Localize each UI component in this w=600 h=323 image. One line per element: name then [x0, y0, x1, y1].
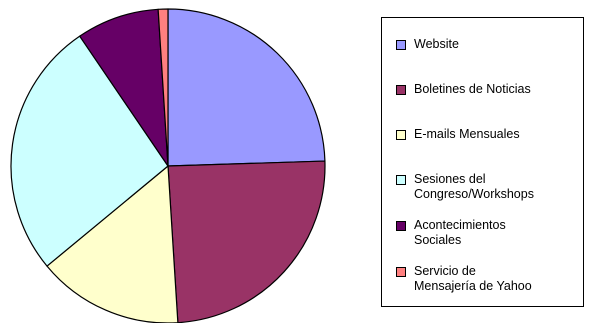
legend-item-1: Boletines de Noticias: [396, 82, 581, 97]
legend-swatch-0: [396, 40, 406, 50]
legend-item-0: Website: [396, 37, 581, 52]
pie-chart: [10, 8, 326, 323]
legend-item-2: E-mails Mensuales: [396, 127, 581, 142]
pie-slice-4: [79, 8, 169, 167]
legend-swatch-1: [396, 85, 406, 95]
legend-label-4: Acontecimientos Sociales: [414, 218, 506, 247]
pie-slice-0: [167, 8, 326, 167]
pie-slice-3: [10, 35, 169, 267]
legend: Website Boletines de Noticias E-mails Mens…: [381, 17, 584, 307]
legend-swatch-3: [396, 175, 406, 185]
legend-label-3: Sesiones del Congreso/Workshops: [414, 172, 534, 201]
pie-slice-5: [157, 8, 169, 167]
legend-label-2: E-mails Mensuales: [414, 127, 520, 141]
legend-swatch-4: [396, 221, 406, 231]
legend-item-5: Servicio de Mensajería de Yahoo: [396, 264, 581, 294]
legend-item-3: Sesiones del Congreso/Workshops: [396, 172, 581, 202]
pie-slice-1: [167, 160, 326, 323]
legend-label-1: Boletines de Noticias: [414, 82, 531, 96]
legend-label-0: Website: [414, 37, 459, 51]
legend-swatch-2: [396, 130, 406, 140]
legend-swatch-5: [396, 267, 406, 277]
legend-label-5: Servicio de Mensajería de Yahoo: [414, 264, 532, 293]
legend-item-4: Acontecimientos Sociales: [396, 218, 581, 248]
